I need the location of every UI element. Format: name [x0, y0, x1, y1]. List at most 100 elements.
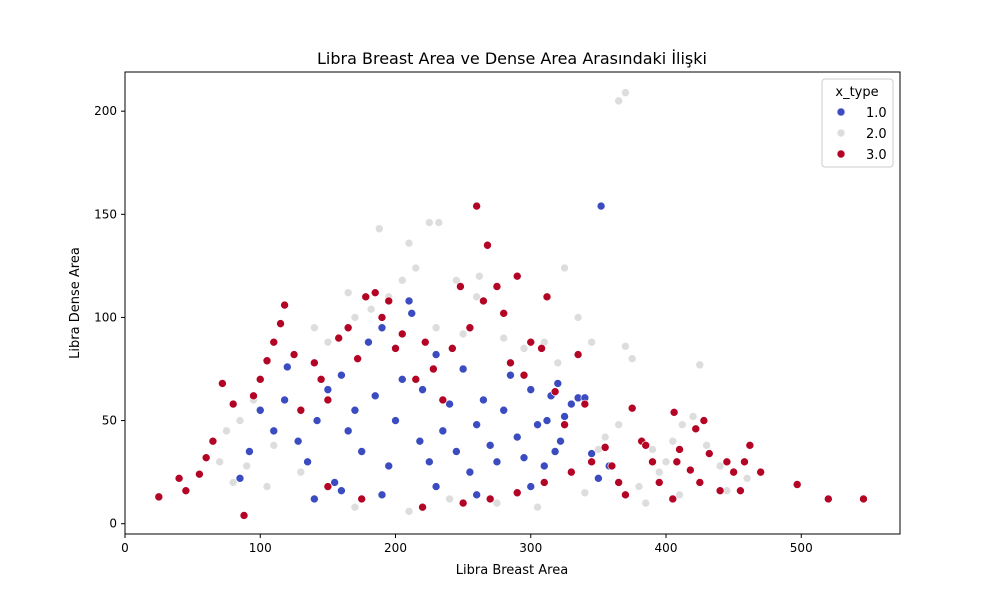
legend-marker	[836, 107, 846, 117]
data-point	[492, 498, 502, 508]
data-point	[567, 399, 576, 409]
data-point	[485, 494, 495, 504]
plot-frame	[124, 71, 901, 535]
legend-title: x_type	[835, 85, 878, 100]
data-point	[303, 457, 312, 467]
data-point	[654, 478, 664, 487]
data-point	[556, 436, 565, 446]
data-point	[519, 370, 529, 380]
data-point	[181, 486, 191, 495]
data-point	[641, 441, 651, 450]
data-point	[452, 276, 461, 285]
data-point	[614, 420, 623, 429]
data-point	[310, 323, 319, 333]
legend: x_type 1.0 2.0 3.0	[821, 78, 894, 168]
data-point	[370, 288, 380, 297]
data-point	[472, 292, 481, 302]
data-point	[429, 364, 438, 374]
data-point	[343, 288, 353, 297]
data-point	[668, 494, 678, 504]
data-point	[222, 426, 231, 436]
data-point	[492, 457, 502, 467]
data-point	[404, 296, 414, 306]
data-point	[512, 488, 522, 498]
legend-marker	[836, 149, 846, 159]
data-point	[343, 323, 353, 333]
data-point	[539, 478, 549, 487]
data-point	[695, 478, 705, 487]
y-axis-label: Libra Dense Area	[68, 247, 83, 359]
data-point	[533, 420, 542, 429]
data-point	[553, 379, 563, 388]
data-point	[384, 461, 394, 471]
data-point	[366, 304, 376, 314]
data-point	[526, 337, 536, 347]
data-point	[560, 420, 569, 429]
data-point	[431, 323, 441, 333]
data-point	[374, 224, 384, 234]
data-point	[377, 490, 387, 500]
data-point	[627, 403, 637, 413]
data-point	[195, 469, 204, 479]
data-point	[407, 309, 417, 318]
data-point	[458, 329, 468, 339]
data-point	[415, 436, 425, 446]
data-point	[397, 329, 407, 339]
x-tick-label: 300	[519, 541, 542, 555]
data-point	[255, 405, 265, 415]
y-tick-label: 100	[94, 310, 117, 324]
data-point	[465, 323, 475, 333]
y-tick-label: 200	[94, 104, 117, 118]
data-point	[499, 309, 509, 318]
chart-title: Libra Breast Area ve Dense Area Arasında…	[317, 49, 707, 68]
legend-label: 1.0	[866, 106, 887, 121]
data-point	[357, 494, 366, 504]
series-1.0	[235, 201, 614, 504]
data-point	[245, 447, 254, 456]
x-tick-label: 100	[249, 541, 272, 555]
data-point	[553, 358, 563, 368]
data-point	[587, 457, 596, 467]
data-point	[404, 507, 414, 516]
data-point	[228, 478, 238, 487]
data-point	[353, 354, 362, 363]
legend-marker	[836, 128, 846, 138]
data-point	[729, 467, 738, 477]
data-point	[675, 445, 684, 454]
data-point	[742, 474, 752, 483]
data-point	[472, 420, 481, 429]
data-point	[499, 405, 509, 415]
legend-frame	[821, 78, 894, 168]
y-tick-label: 150	[94, 207, 117, 221]
data-point	[492, 282, 502, 291]
data-point	[397, 276, 407, 285]
data-point	[614, 478, 623, 487]
data-point	[465, 467, 475, 477]
data-point	[573, 350, 583, 359]
data-point	[323, 395, 333, 405]
data-point	[533, 502, 542, 512]
data-point	[740, 457, 749, 467]
data-point	[483, 240, 492, 250]
data-point	[506, 370, 515, 380]
data-point	[695, 360, 705, 370]
data-point	[675, 490, 684, 500]
data-point	[519, 344, 529, 353]
data-point	[537, 344, 546, 353]
data-point	[580, 399, 590, 409]
data-point	[859, 494, 868, 504]
data-point	[519, 453, 529, 462]
data-point	[434, 218, 444, 227]
data-point	[269, 426, 279, 436]
data-point	[370, 391, 380, 401]
data-point	[452, 447, 461, 456]
data-point	[228, 399, 238, 409]
data-point	[580, 488, 590, 498]
data-point	[280, 300, 289, 310]
legend-items: 1.0 2.0 3.0	[836, 106, 887, 163]
data-point	[542, 416, 552, 425]
data-point	[550, 447, 560, 456]
data-point	[499, 333, 509, 343]
data-point	[672, 457, 682, 467]
data-point	[641, 498, 651, 508]
